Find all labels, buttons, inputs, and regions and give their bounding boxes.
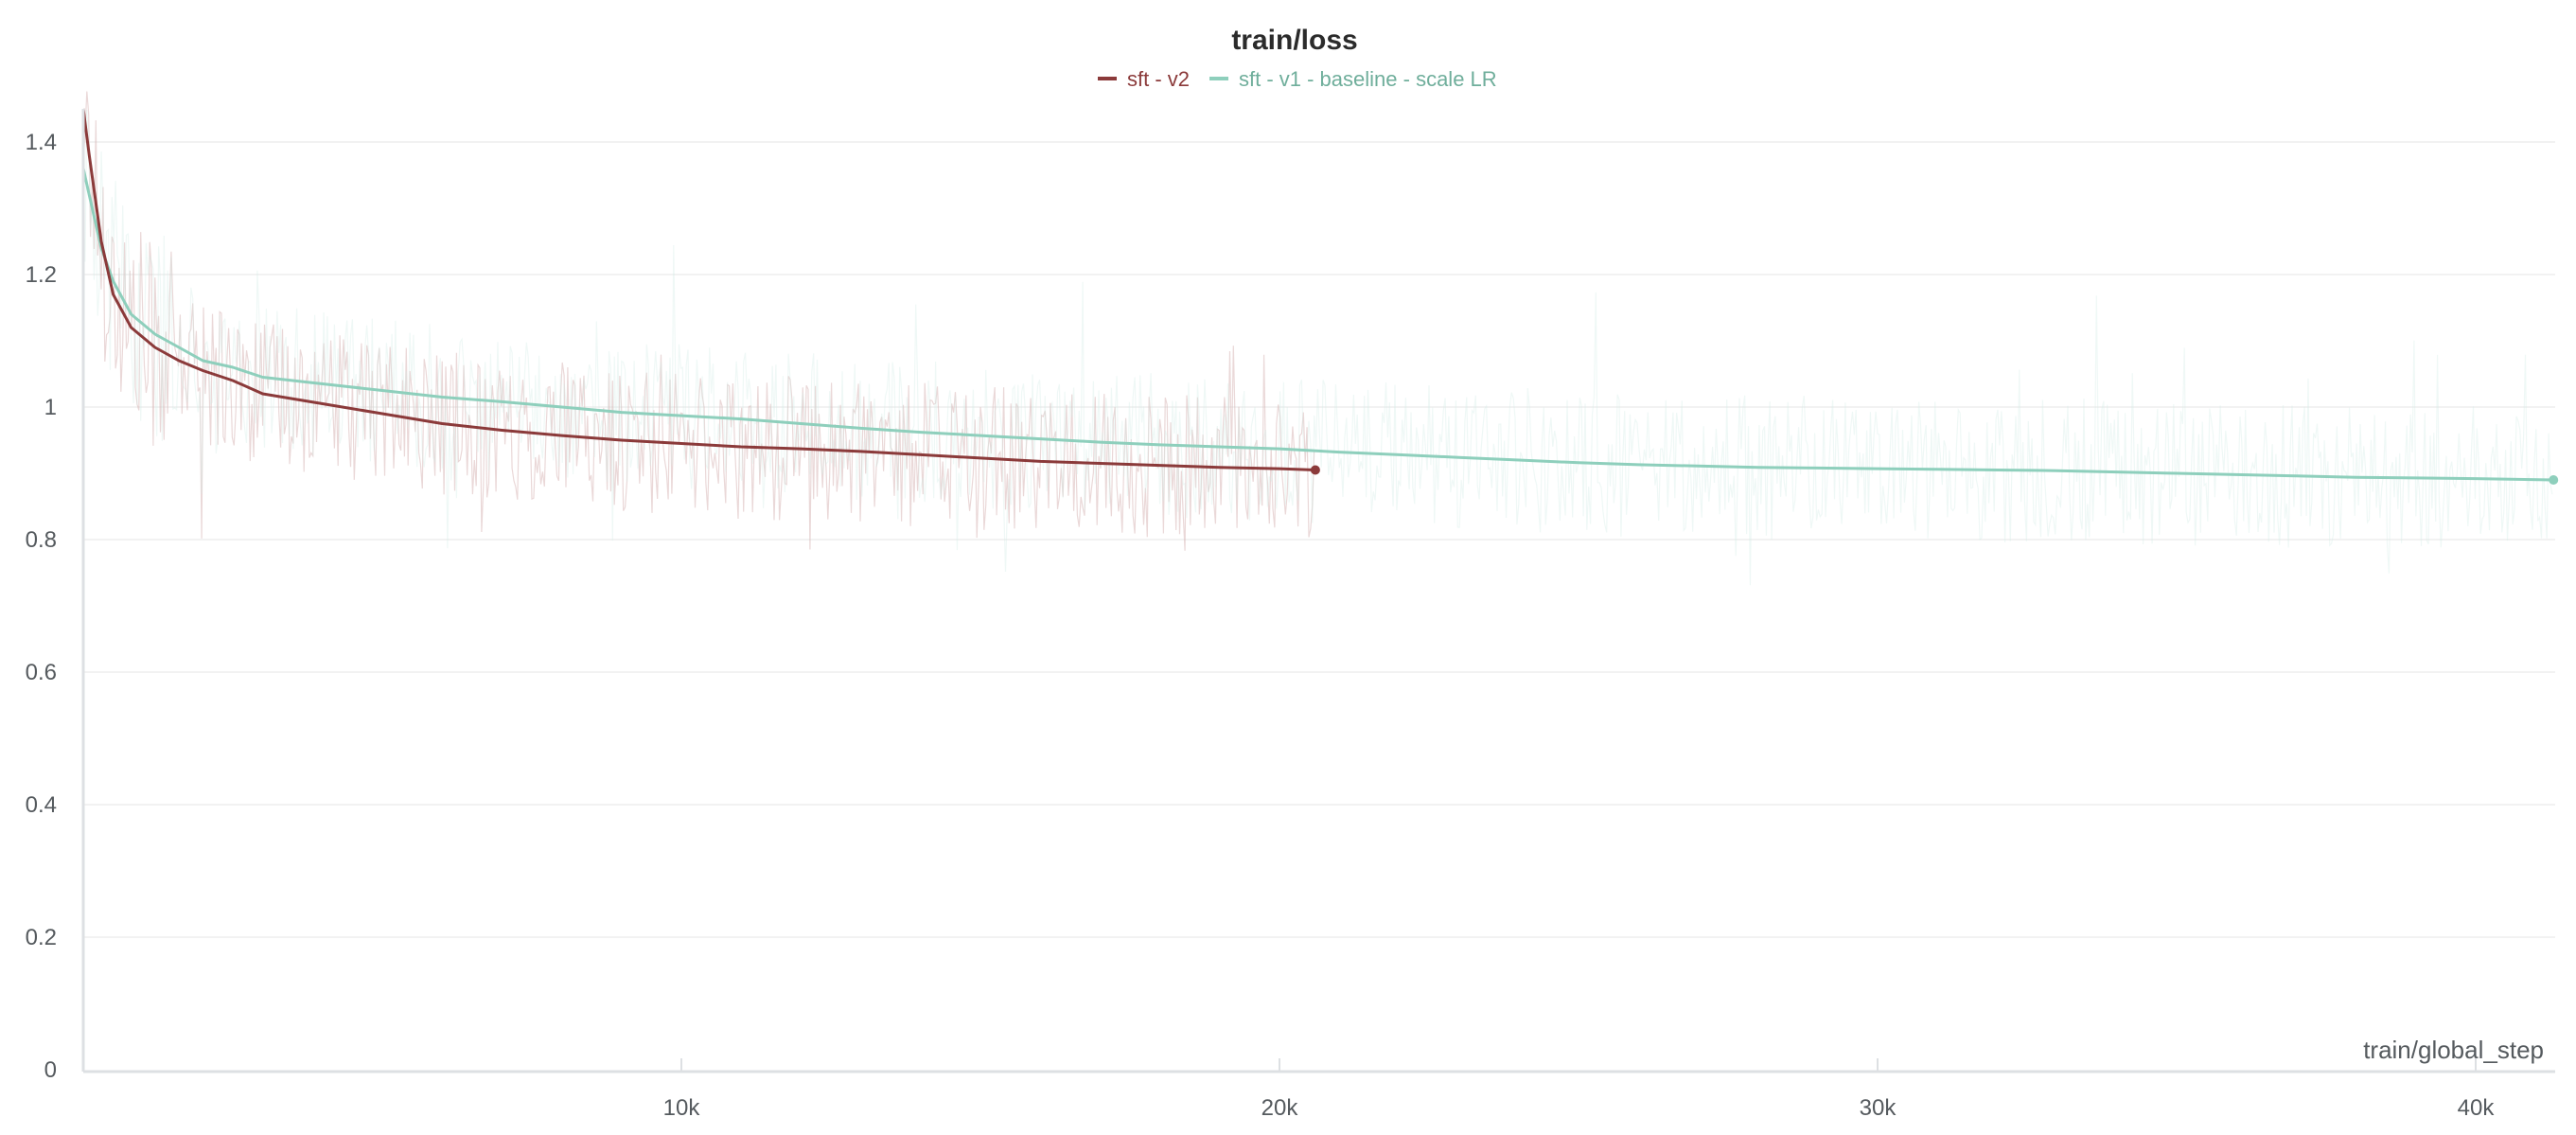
legend: sft - v2 sft - v1 - baseline - scale LR [1098, 67, 1497, 91]
y-tick-label: 0.2 [26, 925, 57, 950]
legend-label-sft-v1-baseline: sft - v1 - baseline - scale LR [1239, 67, 1497, 91]
raw-line-sft-v2 [83, 92, 1314, 551]
y-tick-label: 0 [44, 1057, 57, 1083]
y-tick-label: 0.8 [26, 527, 57, 553]
raw-line-sft-v1-baseline [83, 110, 2552, 585]
x-axis-title: train/global_step [2363, 1036, 2544, 1064]
chart-title: train/loss [1231, 25, 1357, 56]
legend-label-sft-v2: sft - v2 [1127, 67, 1190, 91]
x-tick-label: 10k [663, 1095, 701, 1121]
point-sft-v2 [1311, 466, 1320, 475]
x-axis-ticks: 10k 20k 30k 40k [663, 1058, 2496, 1121]
y-tick-label: 0.4 [26, 792, 57, 818]
x-tick-label: 20k [1262, 1095, 1299, 1121]
y-tick-label: 0.6 [26, 660, 57, 685]
x-tick-label: 40k [2458, 1095, 2496, 1121]
point-sft-v1-baseline [2549, 475, 2558, 485]
raw-noise-lines [83, 92, 2552, 586]
axes [83, 109, 2555, 1072]
y-axis-ticks: 0 0.2 0.4 0.6 0.8 1 1.2 1.4 [26, 130, 57, 1083]
y-tick-label: 1.2 [26, 262, 57, 288]
y-tick-label: 1 [44, 395, 57, 420]
series-sft-v2 [83, 109, 1320, 475]
y-tick-label: 1.4 [26, 130, 57, 155]
gridlines [83, 142, 2555, 937]
x-tick-label: 30k [1860, 1095, 1897, 1121]
